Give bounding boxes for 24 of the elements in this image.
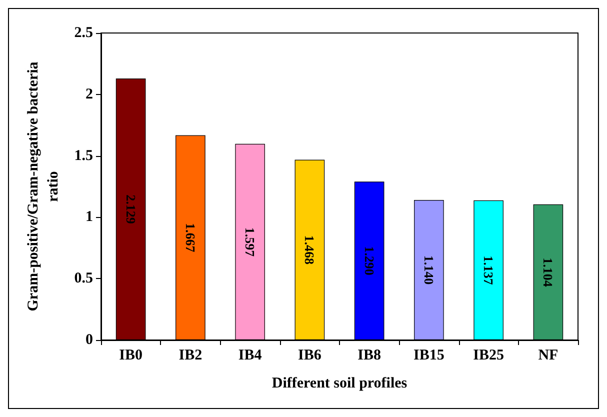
x-tick-label: IB15 xyxy=(414,348,444,364)
y-tick-label: 1 xyxy=(86,209,93,226)
y-axis-title: Gram-positive/Gram-negative bacteria ratio xyxy=(25,61,62,312)
x-tick-label: IB6 xyxy=(298,348,322,364)
y-tick-label: 0 xyxy=(86,332,93,348)
data-label: 1.290 xyxy=(362,246,377,276)
x-tick-label: NF xyxy=(538,348,558,364)
data-label: 1.140 xyxy=(421,255,436,285)
data-label: 2.129 xyxy=(123,194,138,224)
y-tick-label: 2 xyxy=(86,86,93,102)
y-tick-label: 0.5 xyxy=(74,270,93,287)
y-tick-label: 1.5 xyxy=(74,148,93,164)
x-axis-title: Different soil profiles xyxy=(272,376,408,392)
x-tick-label: IB8 xyxy=(358,348,381,364)
x-tick-label: IB25 xyxy=(473,348,504,364)
x-tick-label: IB2 xyxy=(178,348,202,364)
y-tick-label: 2.5 xyxy=(74,25,93,41)
x-tick-label: IB0 xyxy=(119,348,142,364)
data-label: 1.468 xyxy=(302,235,318,265)
data-label: 1.667 xyxy=(182,223,198,253)
data-label: 1.137 xyxy=(481,256,496,286)
data-label: 1.597 xyxy=(242,227,258,258)
data-label: 1.104 xyxy=(540,258,556,288)
x-tick-label: IB4 xyxy=(238,348,262,364)
